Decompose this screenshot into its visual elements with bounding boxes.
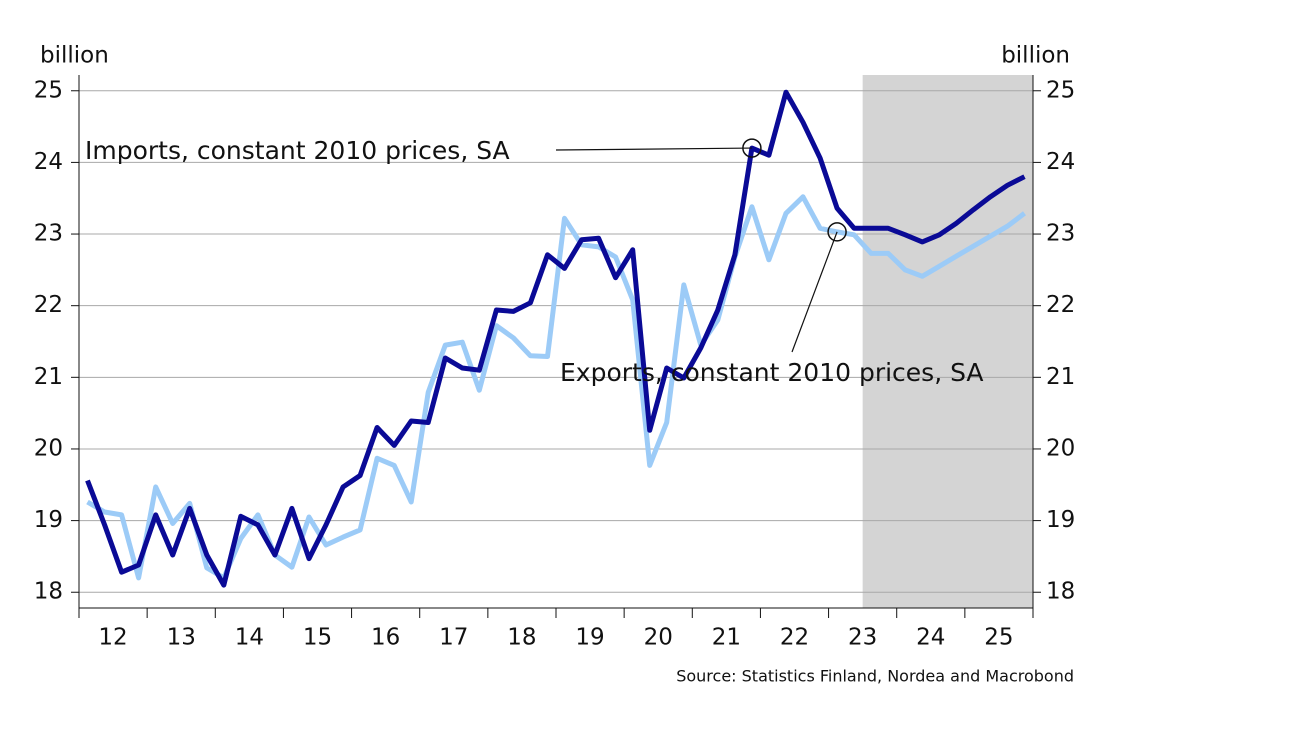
x-tick-label: 25: [984, 625, 1013, 651]
y2-tick-label: 22: [1046, 292, 1075, 318]
series-line: [86, 194, 1027, 581]
y2-tick-label: 21: [1046, 364, 1075, 390]
y-tick-label: 21: [34, 364, 63, 390]
x-tick-label: 21: [712, 625, 741, 651]
annotation-marker: [827, 222, 847, 242]
x-tick-label: 23: [848, 625, 877, 651]
x-tick-label: 18: [507, 625, 536, 651]
y2-tick-label: 20: [1046, 435, 1075, 461]
y2-tick-label: 18: [1046, 579, 1075, 605]
source: Source: Statistics Finland, Nordea and M…: [676, 667, 1074, 686]
y-tick-label: 23: [34, 221, 63, 247]
series-line: [85, 89, 1026, 588]
y-tick-label: 19: [34, 507, 63, 533]
y-tick-label: 24: [34, 149, 63, 175]
x-tick-label: 19: [575, 625, 604, 651]
y-tick-label: 20: [34, 435, 63, 461]
y-tick-label: 18: [34, 579, 63, 605]
y-axis-label: billion: [40, 43, 109, 69]
annotation: Imports, constant 2010 prices, SA: [85, 136, 510, 165]
y2-tick-label: 25: [1046, 77, 1075, 103]
x-tick-label: 20: [644, 625, 673, 651]
annotation: Exports, constant 2010 prices, SA: [560, 358, 984, 387]
x-tick-label: 24: [916, 625, 945, 651]
forecast-shade: [862, 75, 1033, 608]
y-tick-label: 22: [34, 292, 63, 318]
y2-axis-label: billion: [1001, 43, 1070, 69]
x-tick-label: 13: [167, 625, 196, 651]
x-tick-label: 14: [235, 625, 264, 651]
x-tick-label: 22: [780, 625, 809, 651]
y2-tick-label: 23: [1046, 221, 1075, 247]
annotation-leader: [555, 147, 752, 151]
y-tick-label: 25: [34, 77, 63, 103]
x-tick-label: 15: [303, 625, 332, 651]
x-tick-label: 12: [98, 625, 127, 651]
x-tick-label: 17: [439, 625, 468, 651]
annotation-leader: [791, 231, 838, 353]
y2-tick-label: 19: [1046, 507, 1075, 533]
x-tick-label: 16: [371, 625, 400, 651]
annotation-marker: [742, 138, 762, 158]
y2-tick-label: 24: [1046, 149, 1075, 175]
